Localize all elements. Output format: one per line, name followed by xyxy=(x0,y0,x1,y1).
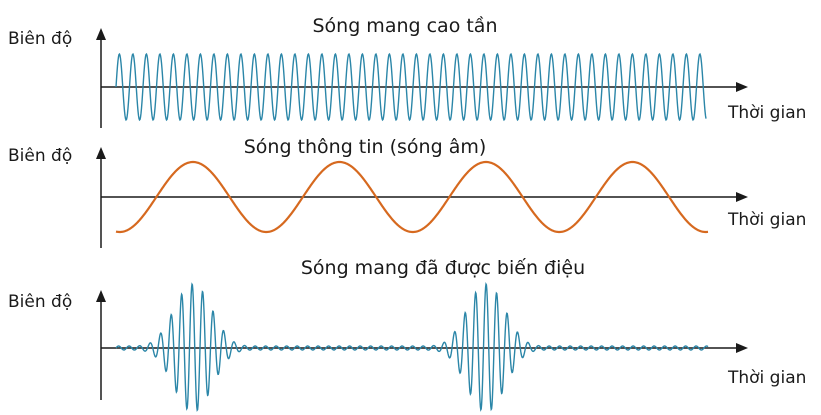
y-axis-label: Biên độ xyxy=(8,146,72,166)
panel-carrier: Sóng mang cao tần Biên độ Thời gian xyxy=(8,15,806,128)
y-axis-label: Biên độ xyxy=(8,29,72,49)
panel-title: Sóng thông tin (sóng âm) xyxy=(244,136,487,158)
y-axis-arrow xyxy=(96,28,106,40)
modulated-wave xyxy=(115,282,709,412)
y-axis-label: Biên độ xyxy=(8,292,72,312)
panel-signal: Sóng thông tin (sóng âm) Biên độ Thời gi… xyxy=(8,136,806,248)
y-axis-arrow xyxy=(96,290,106,302)
panel-modulated: Sóng mang đã được biến điệu Biên độ Thời… xyxy=(8,257,806,412)
panel-title: Sóng mang cao tần xyxy=(312,15,497,37)
x-axis-label: Thời gian xyxy=(727,368,806,388)
panel-title: Sóng mang đã được biến điệu xyxy=(301,257,585,279)
x-axis-arrow xyxy=(736,343,748,353)
x-axis-arrow xyxy=(736,192,748,202)
y-axis-arrow xyxy=(96,147,106,159)
x-axis-label: Thời gian xyxy=(727,103,806,123)
carrier-wave xyxy=(115,52,707,122)
x-axis-label: Thời gian xyxy=(727,210,806,230)
signal-wave xyxy=(115,160,709,234)
x-axis-arrow xyxy=(736,82,748,92)
